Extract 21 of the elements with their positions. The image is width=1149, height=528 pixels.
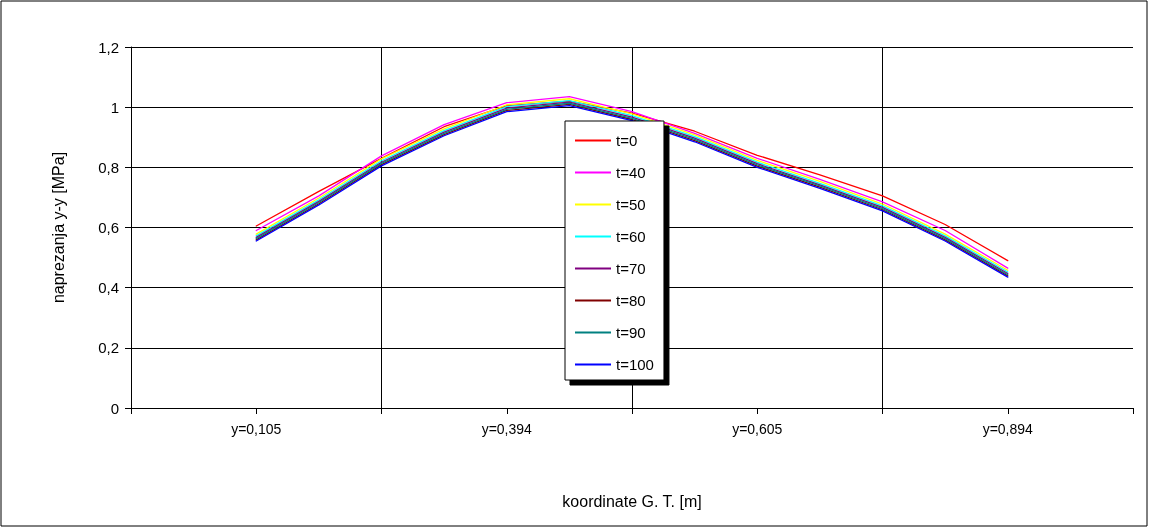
y-tick-label: 1 xyxy=(110,98,119,116)
y-tick-label: 0,2 xyxy=(98,339,119,357)
x-tick-label: y=0,394 xyxy=(481,421,533,437)
x-tick-label: y=0,605 xyxy=(732,421,783,437)
legend-label: t=40 xyxy=(616,164,646,181)
x-axis-title: koordinate G. T. [m] xyxy=(562,492,702,510)
y-tick-label: 0,4 xyxy=(98,279,119,297)
x-tick-label: y=0,894 xyxy=(982,421,1034,437)
x-tick-label: y=0,105 xyxy=(231,421,282,437)
legend-label: t=60 xyxy=(616,228,646,245)
legend-label: t=50 xyxy=(616,196,646,213)
y-tick-label: 0,6 xyxy=(98,219,119,236)
y-tick-label: 0 xyxy=(110,399,119,417)
legend-label: t=100 xyxy=(616,356,654,373)
legend-label: t=90 xyxy=(616,324,646,341)
legend-label: t=0 xyxy=(616,132,638,149)
y-tick-label: 0,8 xyxy=(98,158,119,176)
y-axis-title: naprezanja y-y [MPa] xyxy=(49,151,67,304)
y-tick-label: 1,2 xyxy=(98,38,119,56)
legend-label: t=80 xyxy=(616,292,646,309)
legend-label: t=70 xyxy=(616,260,646,277)
